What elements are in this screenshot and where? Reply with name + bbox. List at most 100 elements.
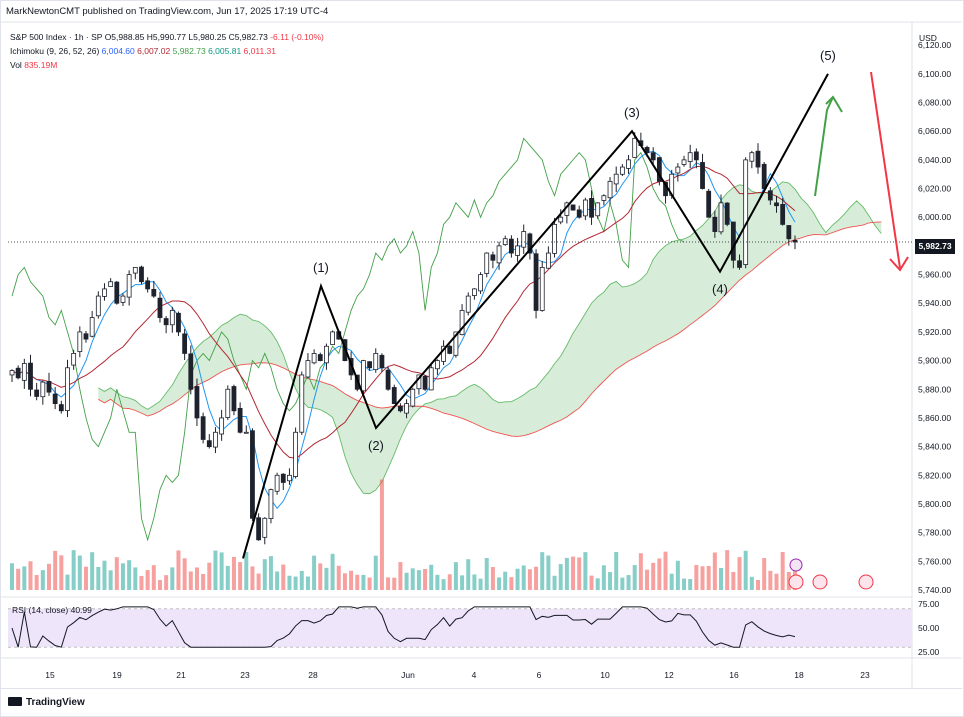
time-axis-label: 16: [729, 670, 739, 680]
ichimoku-cloud: [98, 181, 882, 494]
candle-body: [324, 345, 329, 364]
volume-bar: [700, 566, 705, 590]
volume-bar: [423, 568, 428, 590]
bullish-arrow-line: [814, 96, 834, 197]
candle-body: [206, 440, 212, 448]
candle-body: [484, 252, 490, 274]
volume-bar: [305, 576, 310, 590]
candle-body: [755, 150, 761, 168]
candle-body: [718, 202, 724, 233]
volume-bar: [59, 555, 64, 590]
volume-bar: [521, 565, 526, 590]
rsi-label[interactable]: RSI (14, close): [12, 605, 69, 615]
volume-bar: [645, 569, 650, 590]
candle-body: [34, 389, 40, 397]
volume-bar: [83, 566, 88, 590]
volume-bar: [145, 570, 150, 590]
volume-bar: [737, 557, 742, 590]
candle-body: [52, 393, 58, 405]
candle-body: [262, 517, 268, 538]
wave-label: (1): [313, 260, 329, 275]
price-tick-label: 5,780.00: [918, 528, 951, 538]
high-value: H5,990.77: [146, 32, 186, 42]
open-value: O5,988.85: [104, 32, 145, 42]
price-tick-label: 6,060.00: [918, 126, 951, 136]
ichimoku-kijun-value: 6,007.02: [137, 46, 171, 56]
candle-body: [9, 370, 15, 376]
candle-body: [619, 166, 625, 175]
candle-body: [607, 180, 613, 199]
candle-body: [268, 489, 274, 519]
tradingview-logo[interactable]: TradingView: [8, 697, 85, 708]
volume-bar: [435, 574, 440, 590]
price-tick-label: 5,960.00: [918, 270, 951, 280]
ichimoku-label[interactable]: Ichimoku (9, 26, 52, 26): [10, 46, 100, 56]
volume-bar: [176, 550, 181, 590]
price-tick-label: 5,900.00: [918, 356, 951, 366]
candle-body: [687, 152, 693, 162]
volume-bar: [157, 579, 162, 590]
volume-bar: [108, 570, 113, 590]
candle-body: [182, 333, 188, 354]
currency-label[interactable]: USD: [919, 33, 937, 43]
bullish-arrow-head: [825, 95, 843, 113]
volume-bar: [102, 560, 107, 590]
volume-bar: [275, 571, 280, 590]
candle-body: [311, 353, 317, 364]
volume-bar: [509, 577, 514, 590]
volume-bar: [706, 565, 711, 590]
volume-bar: [34, 575, 39, 590]
volume-bar: [16, 568, 21, 590]
candle-body: [194, 386, 200, 419]
volume-bar: [77, 555, 82, 590]
wave-label: (2): [368, 438, 384, 453]
volume-bar: [410, 568, 415, 590]
series-legend: S&P 500 Index · 1h · SP O5,988.85 H5,990…: [10, 30, 324, 72]
volume-bar: [564, 557, 569, 590]
volume-bar: [201, 573, 206, 590]
volume-bar: [638, 553, 643, 590]
volume-bar: [719, 567, 724, 590]
rsi-legend: RSI (14, close) 40.99: [12, 605, 92, 615]
candle-body: [595, 202, 601, 217]
volume-bar: [120, 563, 125, 590]
ichimoku-spanb-value: 6,011.31: [243, 46, 277, 56]
volume-bar: [324, 567, 329, 590]
volume-bar: [22, 566, 27, 590]
volume-bar: [398, 562, 403, 590]
candle-body: [478, 274, 483, 292]
candle-body: [213, 431, 218, 448]
rsi-line: [11, 606, 796, 648]
candle-body: [280, 473, 286, 483]
candle-body: [317, 354, 323, 361]
candle-body: [644, 147, 650, 154]
volume-label[interactable]: Vol: [10, 60, 22, 70]
event-badge-icon: [788, 574, 804, 590]
volume-bar: [392, 577, 397, 590]
volume-bar: [694, 565, 699, 590]
volume-bar: [46, 563, 51, 590]
price-tick-label: 5,880.00: [918, 384, 951, 394]
candle-body: [730, 221, 736, 261]
candle-body: [305, 360, 311, 378]
event-badge-icon: [812, 574, 828, 590]
volume-bar: [484, 557, 489, 590]
candle-body: [613, 173, 619, 185]
volume-bar: [40, 570, 45, 590]
time-axis-label: 28: [308, 670, 318, 680]
candle-body: [410, 388, 416, 407]
volume-bar: [194, 567, 199, 590]
candle-body: [250, 430, 255, 519]
price-tick-label: 5,840.00: [918, 442, 951, 452]
symbol-label[interactable]: S&P 500 Index · 1h · SP: [10, 32, 103, 42]
volume-bar: [583, 552, 588, 590]
candle-body: [700, 162, 705, 189]
volume-value: 835.19M: [24, 60, 58, 70]
rsi-band: [8, 608, 912, 648]
candle-body: [552, 223, 557, 254]
candle-body: [774, 202, 779, 207]
price-tick-label: 5,740.00: [918, 585, 951, 595]
candle-body: [15, 367, 21, 379]
volume-bar: [53, 550, 58, 590]
